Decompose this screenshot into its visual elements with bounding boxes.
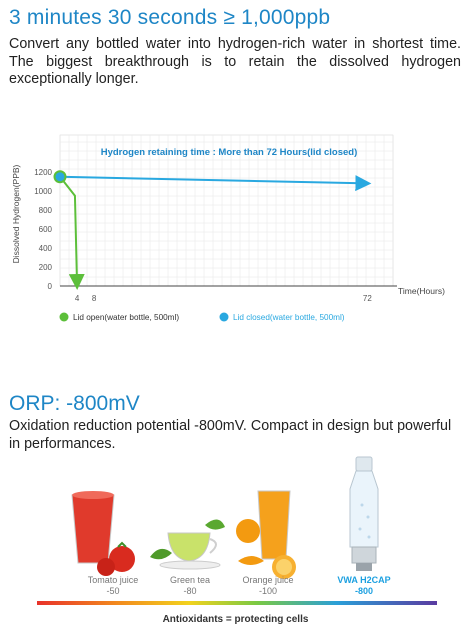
drink-value: -80 — [183, 586, 197, 596]
y-tick-label: 1000 — [34, 187, 52, 196]
section1-body: Convert any bottled water into hydrogen-… — [9, 36, 461, 87]
y-tick-label: 800 — [39, 206, 53, 215]
y-tick-label: 400 — [39, 244, 53, 253]
section1-title: 3 minutes 30 seconds ≥ 1,000ppb — [9, 6, 331, 29]
section2-title: ORP: -800mV — [9, 392, 140, 415]
drink-name: Green tea — [169, 575, 211, 585]
drink-value: -800 — [354, 586, 373, 596]
drink-value: -50 — [106, 586, 120, 596]
y-tick-label: 600 — [39, 225, 53, 234]
x-tick-label: 8 — [92, 294, 97, 303]
x-tick-label: 4 — [75, 294, 80, 303]
legend-marker — [219, 312, 229, 322]
drink-name: Orange juice — [242, 575, 294, 585]
x-tick-label: 72 — [363, 294, 372, 303]
y-tick-label: 200 — [39, 263, 53, 272]
footer-slogan: Antioxidants = protecting cells — [162, 614, 309, 625]
y-tick-label: 0 — [48, 282, 53, 291]
start-point — [53, 170, 67, 184]
y-axis-label: Dissolved Hydrogen(PPB) — [11, 164, 21, 263]
drink-name: Tomato juice — [87, 575, 139, 585]
drink-label-h2cap: VWA H2CAP -800 — [319, 575, 409, 597]
chart-grid — [59, 134, 394, 287]
series-line — [59, 176, 85, 290]
chart-title: Hydrogen retaining time : More than 72 H… — [101, 147, 358, 158]
legend-label: Lid closed(water bottle, 500ml) — [233, 313, 345, 322]
orange-juice-glass — [236, 490, 296, 579]
green-tea-cup — [150, 519, 225, 570]
spectrum-bar — [37, 601, 437, 605]
x-axis-label: Time(Hours) — [398, 286, 445, 296]
tomato-juice-glass — [71, 491, 135, 576]
h2cap-bottle — [349, 456, 379, 571]
drinks-illustration — [37, 456, 437, 605]
series-line — [59, 175, 372, 192]
drink-name: VWA H2CAP — [337, 575, 391, 585]
hydrogen-chart: Hydrogen retaining time : More than 72 H… — [11, 134, 445, 322]
legend-marker — [59, 312, 69, 322]
chart-legend: Lid open(water bottle, 500ml) Lid closed(… — [59, 312, 345, 322]
drink-value: -100 — [258, 586, 277, 596]
legend-label: Lid open(water bottle, 500ml) — [73, 313, 179, 322]
drink-label-tomato: Tomato juice -50 — [68, 575, 158, 597]
drink-label-orange: Orange juice -100 — [223, 575, 313, 597]
drink-label-green-tea: Green tea -80 — [145, 575, 235, 597]
y-tick-label: 1200 — [34, 168, 52, 177]
section2-body: Oxidation reduction potential -800mV. Co… — [9, 418, 452, 452]
